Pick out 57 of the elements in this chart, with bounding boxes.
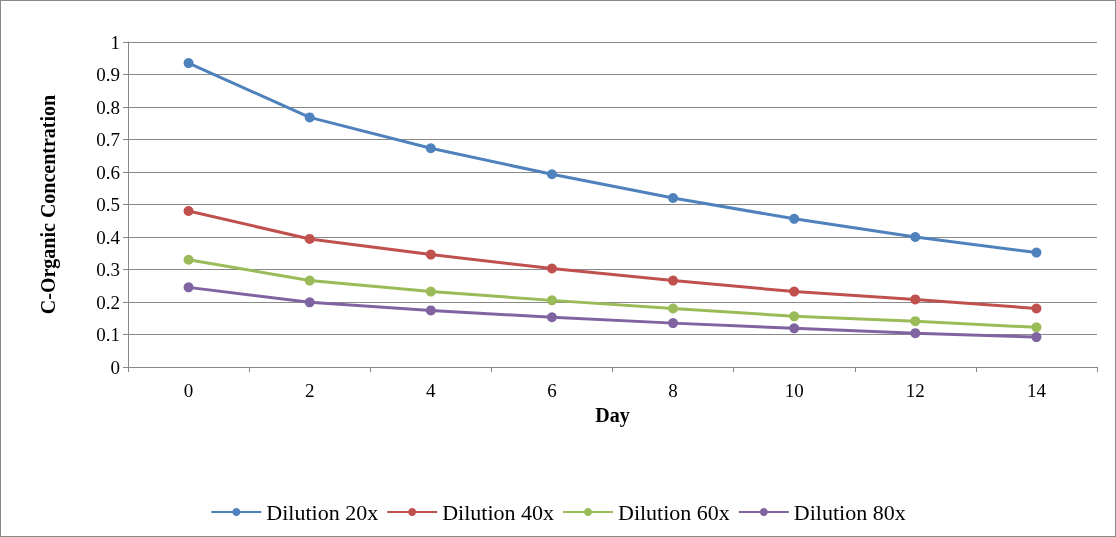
point	[425, 286, 436, 297]
y-tick-label: 0.2	[96, 291, 120, 313]
point	[546, 169, 557, 180]
point	[304, 275, 315, 286]
point	[668, 303, 679, 314]
y-axis-title: C-Organic Concentration	[37, 94, 60, 315]
y-tick-label: 0.3	[96, 259, 120, 280]
point	[546, 263, 557, 274]
x-tick-label: 12	[905, 380, 925, 401]
point	[1031, 303, 1042, 314]
x-tick-label: 14	[1026, 380, 1047, 401]
y-tick-label: 0.9	[96, 64, 120, 85]
y-tick-label: 0.4	[96, 226, 121, 248]
point	[789, 311, 800, 322]
point	[1031, 322, 1042, 333]
point	[425, 143, 436, 154]
point	[304, 233, 315, 244]
point	[183, 254, 194, 265]
point	[1031, 332, 1042, 343]
point	[425, 305, 436, 316]
y-tick-label: 1	[110, 31, 120, 53]
legend-label: Dilution 20x	[266, 499, 379, 525]
point	[1031, 247, 1042, 258]
x-tick-label: 0	[183, 380, 194, 401]
y-tick-label: 0.7	[96, 129, 120, 150]
point	[304, 112, 315, 123]
x-axis-title: Day	[595, 404, 630, 427]
x-tick-label: 4	[426, 380, 437, 401]
point	[546, 312, 557, 323]
point	[304, 297, 315, 308]
point	[910, 232, 921, 242]
x-tick-label: 10	[784, 380, 804, 401]
point	[789, 323, 800, 334]
point	[183, 282, 194, 293]
point	[789, 286, 800, 297]
y-tick-label: 0.8	[96, 96, 120, 118]
legend-label: Dilution 60x	[618, 499, 730, 525]
point	[668, 318, 679, 329]
point	[183, 58, 194, 69]
point	[789, 213, 800, 224]
y-tick-label: 0.1	[96, 324, 120, 345]
y-tick-label: 0	[110, 356, 120, 378]
point	[183, 206, 194, 216]
legend-label: Dilution 80x	[793, 499, 906, 525]
x-tick-label: 8	[668, 380, 678, 401]
point	[546, 295, 557, 306]
y-tick-label: 0.6	[96, 161, 120, 183]
point	[425, 249, 436, 260]
point	[910, 294, 921, 305]
y-tick-label: 0.5	[96, 194, 120, 215]
point	[668, 275, 679, 286]
point	[910, 328, 921, 339]
x-tick-label: 6	[547, 380, 557, 401]
x-tick-label: 2	[304, 380, 315, 401]
legend-label: Dilution 40x	[442, 499, 555, 525]
point	[910, 316, 921, 327]
point	[668, 193, 679, 203]
